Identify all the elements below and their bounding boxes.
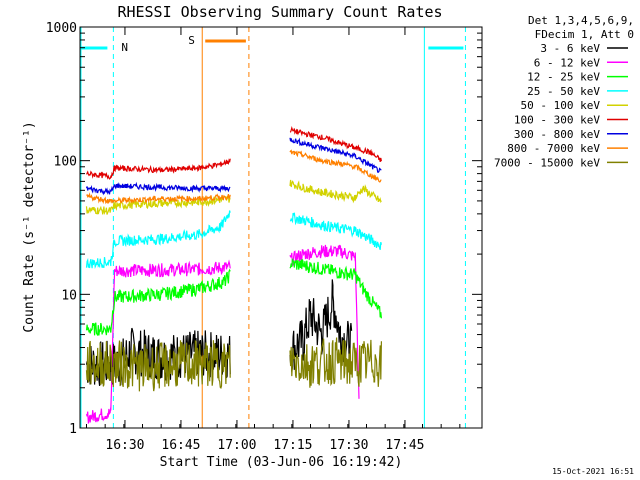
y-axis-ticks: 1 10 100 1000 <box>46 21 482 437</box>
y-tick-label-0: 1 <box>69 422 77 437</box>
series-4 <box>85 179 382 216</box>
plot-area: NS <box>80 27 466 428</box>
series-1 <box>85 244 360 424</box>
legend-entry-label-7: 800 - 7000 keV <box>507 142 600 155</box>
x-tick-label-0: 16:30 <box>105 438 144 453</box>
plot-frame <box>79 26 483 429</box>
series-3-segment-0 <box>85 210 231 269</box>
x-axis-label: Start Time (03-Jun-06 16:19:42) <box>160 455 403 470</box>
series-8 <box>85 337 382 392</box>
series-1-segment-0 <box>85 259 231 424</box>
series-2-segment-0 <box>85 268 231 336</box>
series-2-segment-1 <box>289 258 382 319</box>
series-3 <box>85 210 382 269</box>
night-label: N <box>121 41 128 54</box>
series-2 <box>85 258 382 336</box>
series-5 <box>85 125 382 180</box>
legend-entry-label-6: 300 - 800 keV <box>514 128 600 141</box>
legend-entry-label-4: 50 - 100 keV <box>521 99 601 112</box>
annotation-night: N <box>80 27 466 428</box>
series-8-segment-0 <box>85 339 231 392</box>
series-7-segment-1 <box>289 149 382 183</box>
series-1-segment-1 <box>289 244 360 399</box>
legend-entry-label-8: 7000 - 15000 keV <box>494 156 600 169</box>
series-8-segment-1 <box>289 337 382 388</box>
saa-label: S <box>188 34 195 47</box>
x-tick-label-2: 17:00 <box>217 438 256 453</box>
y-axis-label: Count Rate (s⁻¹ detector⁻¹) <box>22 121 37 332</box>
series-3-segment-1 <box>289 212 382 250</box>
series-0-segment-1 <box>289 279 353 372</box>
x-tick-label-3: 17:15 <box>273 438 312 453</box>
legend-header-line-2: FDecim 1, Att 0 <box>535 28 634 41</box>
legend-entry-label-5: 100 - 300 keV <box>514 114 600 127</box>
legend-entry-label-0: 3 - 6 keV <box>540 42 600 55</box>
series-5-segment-1 <box>289 125 382 162</box>
series-4-segment-1 <box>289 179 382 204</box>
legend-entry-label-1: 6 - 12 keV <box>534 56 601 69</box>
y-tick-label-3: 1000 <box>46 21 77 36</box>
legend-header-line-1: Det 1,3,4,5,6,9, <box>528 14 634 27</box>
x-tick-label-1: 16:45 <box>161 438 200 453</box>
legend: Det 1,3,4,5,6,9, FDecim 1, Att 0 3 - 6 k… <box>494 14 634 169</box>
chart-title: RHESSI Observing Summary Count Rates <box>117 3 442 21</box>
series-7-segment-0 <box>86 192 231 205</box>
series-6-segment-0 <box>85 181 231 196</box>
series-6-segment-1 <box>289 137 382 173</box>
series-5-segment-0 <box>85 158 231 180</box>
footer-timestamp: 15-Oct-2021 16:51 <box>552 467 634 476</box>
x-axis-ticks: 16:30 16:45 17:00 17:15 17:30 17:45 <box>86 27 461 453</box>
x-tick-label-4: 17:30 <box>329 438 368 453</box>
y-tick-label-2: 100 <box>54 155 77 170</box>
legend-entry-label-2: 12 - 25 keV <box>527 71 600 84</box>
legend-entry-label-3: 25 - 50 keV <box>527 85 600 98</box>
y-tick-label-1: 10 <box>61 288 77 303</box>
series-4-segment-0 <box>85 195 231 216</box>
series-7 <box>86 149 382 205</box>
x-tick-label-5: 17:45 <box>385 438 424 453</box>
series-6 <box>85 137 382 196</box>
